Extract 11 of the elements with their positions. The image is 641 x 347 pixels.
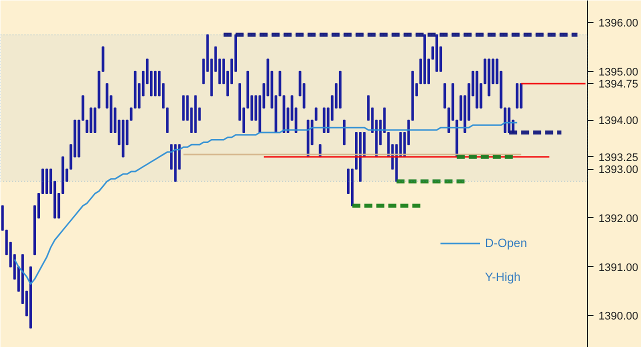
y-tick-label: 1393.25: [598, 152, 638, 164]
y-tick-label: 1392.00: [598, 212, 638, 225]
y-tick-label: 1394.00: [598, 115, 638, 128]
y-tick-label: 1393.00: [598, 164, 638, 176]
y-tick-label: 1396.00: [598, 17, 638, 30]
legend-label: D-Open: [484, 236, 527, 250]
y-tick-label: 1391.00: [598, 262, 638, 274]
band-label: Y-High: [484, 270, 521, 284]
y-tick-label: 1390.00: [598, 310, 638, 323]
y-tick-label: 1394.75: [598, 78, 638, 91]
y-tick-label: 1395.00: [598, 66, 638, 78]
